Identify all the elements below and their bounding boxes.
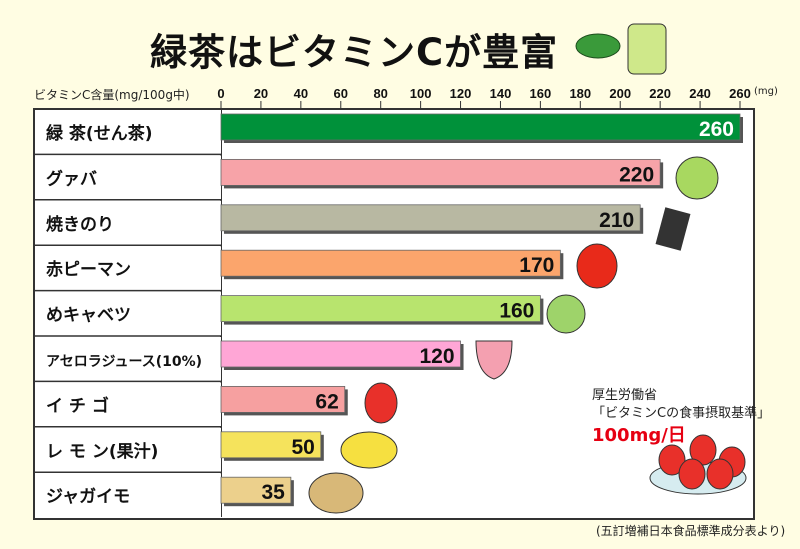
bar [220,204,641,232]
axis-unit: (mg) [754,86,778,97]
category-cell [35,427,221,473]
data-label: 35 [262,481,286,504]
category-cell [35,337,221,382]
guava-icon [675,156,719,200]
tea-leaf-icon [575,33,621,59]
data-label: 170 [519,254,554,277]
acerola-glass-icon [475,340,513,380]
source-note: (五訂増補日本食品標準成分表より) [596,524,786,538]
data-label: 210 [599,209,634,232]
red-pepper-icon [576,243,618,289]
strawberry-icon [678,458,706,490]
tick-label: 20 [254,86,268,101]
data-label: 62 [315,390,338,413]
axis-label: ビタミンC含量(mg/100g中) [34,88,190,102]
tick-label: 140 [490,86,512,101]
strawberry-icon [364,382,398,424]
data-label: 120 [419,345,454,368]
data-label: 260 [699,118,734,141]
tick-label: 160 [530,86,552,101]
category-label: 緑 茶(せん茶) [46,123,152,144]
potato-icon [308,472,364,514]
lemon-icon [340,431,398,469]
category-label: レ モ ン(果汁) [46,441,158,462]
tick-label: 0 [217,86,224,101]
seaweed-icon [655,207,691,251]
category-cell [35,291,221,336]
category-label: めキャベツ [46,306,131,326]
tick-label: 80 [373,86,387,101]
data-label: 220 [619,163,654,186]
data-label: 160 [499,300,534,323]
tick-label: 200 [609,86,631,101]
tick-label: 240 [689,86,711,101]
tick-label: 100 [410,86,432,101]
category-cell [35,246,221,291]
category-cell [35,382,221,427]
tick-label: 120 [450,86,472,101]
tick-label: 180 [569,86,591,101]
chart-title: 緑茶はビタミンCが豊富 [150,31,559,74]
category-label: グァバ [46,168,97,189]
bar [220,340,461,368]
category-label: イ チ ゴ [46,395,109,416]
note-recommended-intake: 100mg/日 [592,425,686,446]
tea-cup-icon [627,23,667,75]
category-label: アセロラジュース(10%) [46,354,202,370]
category-cell [35,473,221,518]
bar [220,385,346,413]
tick-label: 40 [294,86,308,101]
category-label: ジャガイモ [46,487,130,507]
category-cell [35,110,221,155]
bar [220,113,741,141]
bar [220,249,561,277]
bar [220,295,541,323]
tick-label: 260 [729,86,751,101]
bar [220,158,661,186]
note-ministry: 厚生労働省 [592,388,658,403]
strawberry-icon [706,458,734,490]
bar [220,476,292,504]
note-standard: 「ビタミンCの食事摂取基準」 [592,406,771,421]
category-label: 焼きのり [46,214,114,235]
brussels-sprout-icon [546,294,586,334]
category-cell [35,155,221,200]
data-label: 50 [291,436,314,459]
category-label: 赤ピーマン [46,259,131,280]
bar [220,431,322,459]
category-cell [35,200,221,246]
tick-label: 220 [649,86,671,101]
tick-label: 60 [334,86,348,101]
strawberry-icon [658,444,686,476]
